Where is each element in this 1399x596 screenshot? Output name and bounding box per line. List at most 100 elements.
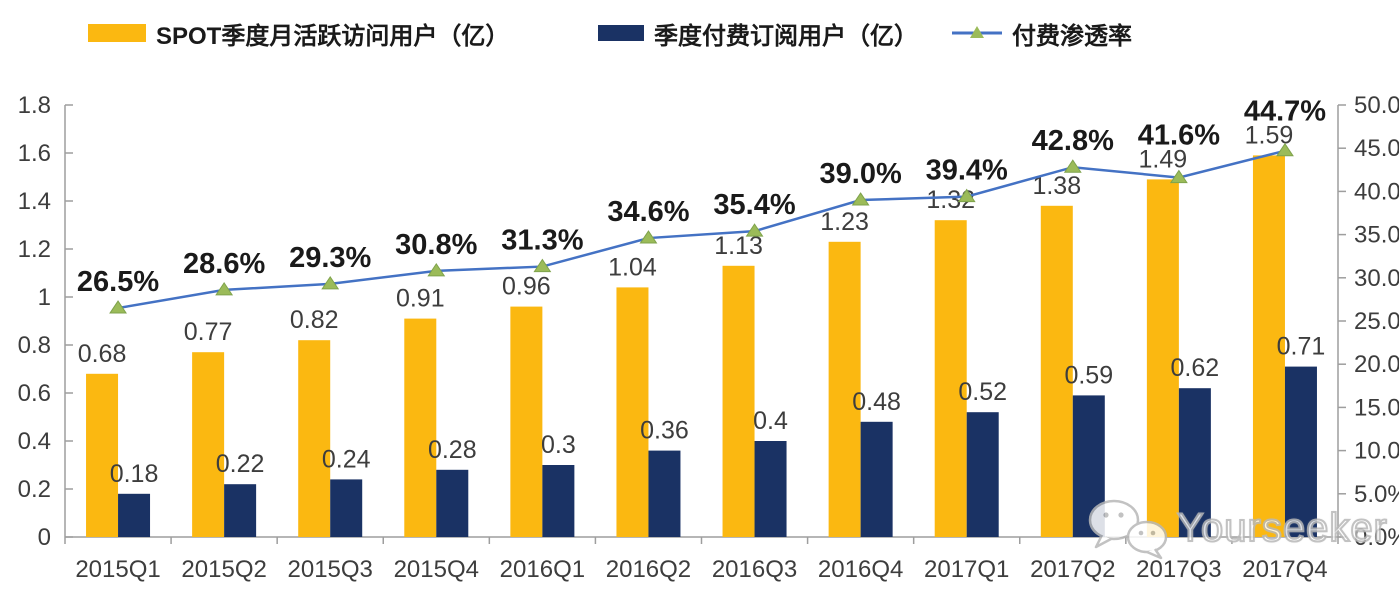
left-axis-tick-label: 1.8 bbox=[18, 92, 51, 119]
category-label: 2017Q4 bbox=[1242, 556, 1327, 583]
penetration-label: 42.8% bbox=[1032, 125, 1114, 157]
subs-bar bbox=[648, 450, 681, 537]
right-axis-tick-label: 40.0% bbox=[1354, 178, 1399, 205]
right-axis-tick-label: 25.0% bbox=[1354, 308, 1399, 335]
mau-bar bbox=[616, 287, 649, 537]
penetration-label: 34.6% bbox=[607, 196, 689, 228]
subs-bar bbox=[754, 441, 787, 537]
right-axis-tick-label: 35.0% bbox=[1354, 222, 1399, 249]
mau-bar-label: 0.82 bbox=[290, 306, 339, 334]
mau-bar-label: 1.49 bbox=[1139, 145, 1188, 173]
watermark: Yourseeker bbox=[1086, 496, 1388, 560]
penetration-label: 30.8% bbox=[395, 229, 477, 261]
penetration-marker bbox=[1276, 142, 1294, 157]
mau-bar bbox=[1252, 155, 1285, 537]
left-axis-tick-label: 1.4 bbox=[18, 188, 51, 215]
subs-bar bbox=[860, 421, 893, 537]
right-axis-tick-label: 30.0% bbox=[1354, 265, 1399, 292]
legend-item-mau: SPOT季度月活跃访问用户（亿） bbox=[88, 18, 510, 50]
penetration-label: 35.4% bbox=[713, 189, 795, 221]
mau-bar bbox=[934, 220, 967, 537]
left-axis-tick-label: 1.2 bbox=[18, 236, 51, 263]
subs-bar-label: 0.22 bbox=[216, 450, 265, 478]
mau-bar bbox=[298, 340, 331, 537]
penetration-label: 44.7% bbox=[1244, 95, 1326, 127]
legend-label-mau: SPOT季度月活跃访问用户（亿） bbox=[156, 22, 510, 50]
subs-bar-label: 0.62 bbox=[1171, 354, 1220, 382]
penetration-marker bbox=[639, 230, 658, 244]
penetration-label: 39.0% bbox=[820, 158, 902, 190]
left-axis-tick-label: 0.8 bbox=[18, 332, 51, 359]
category-label: 2015Q2 bbox=[181, 556, 266, 583]
subs-bar bbox=[1284, 366, 1317, 537]
subs-bar bbox=[542, 465, 575, 537]
mau-bar-label: 1.23 bbox=[820, 208, 869, 236]
subs-bar-swatch bbox=[598, 25, 644, 41]
mau-bar bbox=[1040, 205, 1073, 538]
penetration-label: 29.3% bbox=[289, 242, 371, 274]
category-label: 2015Q1 bbox=[75, 556, 160, 583]
right-axis-tick-label: 0.0% bbox=[1354, 524, 1399, 551]
subs-bar-label: 0.28 bbox=[428, 436, 477, 464]
right-axis-tick-label: 10.0% bbox=[1354, 438, 1399, 465]
subs-bar bbox=[436, 469, 469, 537]
subs-bar bbox=[118, 493, 151, 537]
right-axis-tick-label: 15.0% bbox=[1354, 394, 1399, 421]
right-axis-tick-label: 45.0% bbox=[1354, 135, 1399, 162]
legend-item-penetration: 付费渗透率 bbox=[952, 18, 1132, 50]
right-axis-tick-label: 20.0% bbox=[1354, 351, 1399, 378]
right-axis-tick-label: 5.0% bbox=[1354, 481, 1399, 508]
right-axis-tick-label: 50.0% bbox=[1354, 92, 1399, 119]
subs-bar-label: 0.71 bbox=[1277, 333, 1326, 361]
mau-bar-label: 0.91 bbox=[396, 285, 445, 313]
legend-label-penetration: 付费渗透率 bbox=[1012, 22, 1132, 50]
mau-bar-label: 0.68 bbox=[78, 340, 127, 368]
subs-bar-label: 0.4 bbox=[753, 407, 788, 435]
left-axis-tick-label: 1 bbox=[38, 284, 51, 311]
left-axis-tick-label: 0 bbox=[38, 524, 51, 551]
subs-bar bbox=[1178, 388, 1211, 537]
watermark-text: Yourseeker bbox=[1176, 505, 1388, 551]
subs-bar-label: 0.18 bbox=[110, 460, 159, 488]
penetration-marker bbox=[321, 275, 340, 290]
mau-bar-label: 0.77 bbox=[184, 318, 233, 346]
category-label: 2016Q2 bbox=[606, 556, 691, 583]
category-label: 2016Q4 bbox=[818, 556, 903, 583]
legend-label-subs: 季度付费订阅用户（亿） bbox=[654, 22, 918, 50]
penetration-label: 26.5% bbox=[77, 266, 159, 298]
subs-bar-label: 0.36 bbox=[640, 417, 689, 445]
penetration-marker bbox=[1169, 169, 1188, 184]
category-label: 2016Q1 bbox=[500, 556, 585, 583]
penetration-marker bbox=[745, 223, 764, 237]
subs-bar-label: 0.59 bbox=[1064, 361, 1113, 389]
penetration-marker bbox=[215, 281, 234, 296]
penetration-marker bbox=[851, 192, 870, 206]
penetration-marker bbox=[427, 262, 446, 277]
subs-bar-label: 0.3 bbox=[541, 431, 576, 459]
subs-bar-label: 0.52 bbox=[958, 378, 1007, 406]
mau-bar-label: 0.96 bbox=[502, 273, 551, 301]
penetration-label: 28.6% bbox=[183, 248, 265, 280]
subs-bar bbox=[330, 479, 363, 537]
left-axis-tick-label: 0.6 bbox=[18, 380, 51, 407]
subs-bar bbox=[966, 412, 999, 537]
mau-bar bbox=[828, 241, 861, 538]
penetration-marker bbox=[957, 188, 976, 203]
mau-bar-swatch bbox=[88, 24, 146, 42]
wechat-icon bbox=[1088, 499, 1168, 560]
category-label: 2016Q3 bbox=[712, 556, 797, 583]
category-label: 2017Q1 bbox=[924, 556, 1009, 583]
mau-bar bbox=[722, 265, 755, 537]
penetration-label: 31.3% bbox=[501, 225, 583, 257]
left-axis-tick-label: 0.4 bbox=[18, 428, 51, 455]
penetration-marker bbox=[533, 258, 552, 273]
mau-bar bbox=[86, 373, 119, 537]
penetration-label: 41.6% bbox=[1138, 119, 1220, 151]
left-axis-tick-label: 0.2 bbox=[18, 476, 51, 503]
mau-bar bbox=[404, 318, 437, 537]
mau-bar bbox=[510, 306, 543, 537]
line-triangle-marker-swatch bbox=[952, 26, 1002, 38]
category-label: 2015Q4 bbox=[394, 556, 479, 583]
mau-bar bbox=[192, 352, 225, 537]
